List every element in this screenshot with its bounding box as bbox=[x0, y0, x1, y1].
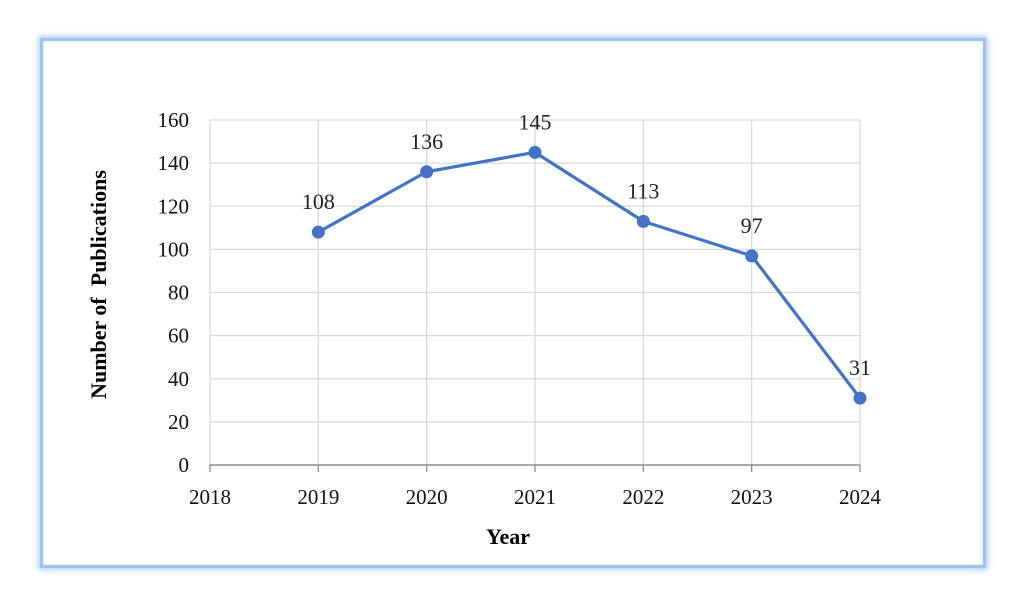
y-axis-title: Number of Publications bbox=[86, 170, 111, 399]
y-tick-label: 100 bbox=[158, 237, 190, 261]
x-tick-label: 2019 bbox=[297, 485, 339, 509]
y-tick-label: 20 bbox=[168, 410, 189, 434]
y-tick-label: 60 bbox=[168, 324, 189, 348]
y-tick-label: 160 bbox=[158, 108, 190, 132]
x-tick-label: 2023 bbox=[731, 485, 773, 509]
chart-frame bbox=[40, 38, 986, 568]
y-tick-label: 0 bbox=[179, 453, 190, 477]
y-tick-label: 80 bbox=[168, 281, 189, 305]
x-tick-label: 2020 bbox=[406, 485, 448, 509]
x-tick-label: 2022 bbox=[622, 485, 664, 509]
data-point bbox=[745, 249, 759, 263]
data-label: 108 bbox=[302, 189, 335, 214]
x-tick-label: 2018 bbox=[189, 485, 231, 509]
data-label: 145 bbox=[519, 109, 552, 134]
data-label: 97 bbox=[741, 213, 763, 238]
data-point bbox=[528, 145, 542, 159]
y-tick-label: 40 bbox=[168, 367, 189, 391]
x-tick-label: 2021 bbox=[514, 485, 556, 509]
data-point bbox=[636, 214, 650, 228]
series-line-group bbox=[311, 145, 867, 405]
x-tick-labels: 2018 2019 2020 2021 2022 2023 2024 bbox=[189, 485, 882, 509]
data-label: 31 bbox=[849, 355, 871, 380]
data-label: 113 bbox=[627, 178, 659, 203]
data-point bbox=[853, 391, 867, 405]
y-tick-label: 120 bbox=[158, 194, 190, 218]
x-tick-label: 2024 bbox=[839, 485, 882, 509]
y-tick-labels: 0 20 40 60 80 100 120 140 160 bbox=[158, 108, 190, 477]
x-axis-title: Year bbox=[486, 524, 530, 549]
axes bbox=[209, 464, 861, 472]
data-point bbox=[311, 225, 325, 239]
series-line bbox=[316, 150, 862, 400]
data-labels: 108 136 145 113 97 31 bbox=[302, 109, 871, 380]
gridlines bbox=[209, 119, 861, 465]
data-label: 136 bbox=[410, 129, 443, 154]
data-point bbox=[420, 165, 434, 179]
y-tick-label: 140 bbox=[158, 151, 190, 175]
